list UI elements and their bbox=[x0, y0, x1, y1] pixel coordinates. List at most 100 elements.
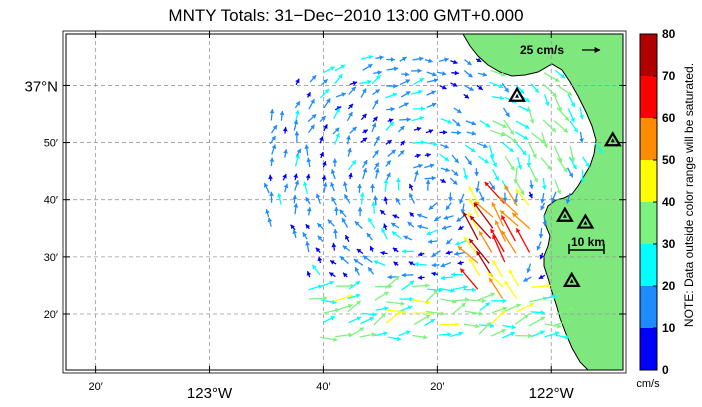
current-vector-head bbox=[269, 157, 275, 162]
current-vector-head bbox=[544, 101, 550, 106]
current-vector-head bbox=[355, 293, 361, 299]
current-vector-head bbox=[472, 287, 477, 293]
current-vector-head bbox=[484, 181, 490, 187]
current-vector-head bbox=[374, 168, 380, 173]
current-vector-head bbox=[373, 116, 378, 122]
current-vector-head bbox=[356, 316, 362, 321]
current-vector-head bbox=[374, 150, 379, 155]
current-vector-head bbox=[374, 162, 379, 168]
current-vector-head bbox=[473, 202, 479, 208]
current-vector-head bbox=[510, 331, 515, 337]
map-frame bbox=[65, 33, 624, 371]
current-vector-head bbox=[458, 225, 463, 230]
current-vector-head bbox=[330, 182, 335, 187]
current-vector-head bbox=[517, 165, 523, 170]
current-vector-head bbox=[470, 147, 476, 153]
current-vector-head bbox=[466, 60, 472, 65]
current-vector-head bbox=[490, 228, 495, 234]
current-vector-head bbox=[540, 316, 545, 321]
current-vector-head bbox=[546, 165, 552, 170]
current-vector-head bbox=[504, 280, 509, 286]
current-vector-head bbox=[512, 213, 517, 218]
current-vector-head bbox=[405, 91, 411, 96]
current-vector-head bbox=[565, 319, 571, 325]
current-vector-head bbox=[396, 336, 402, 342]
current-vector-head bbox=[419, 56, 424, 62]
current-vector-head bbox=[519, 89, 525, 94]
current-vector-head bbox=[416, 153, 421, 159]
current-vector-head bbox=[551, 197, 556, 203]
current-vector-head bbox=[526, 268, 531, 273]
land-polygon bbox=[462, 34, 623, 370]
current-vector-head bbox=[529, 119, 535, 124]
current-vector-head bbox=[269, 109, 275, 114]
current-vector-head bbox=[540, 139, 546, 144]
current-vector-head bbox=[445, 250, 451, 255]
current-vector bbox=[498, 196, 519, 216]
current-vector-head bbox=[366, 233, 372, 238]
current-vector-head bbox=[442, 225, 447, 230]
colorbar-tick-label: 70 bbox=[662, 69, 676, 83]
current-vector-head bbox=[362, 168, 368, 173]
colorbar-tick-label: 40 bbox=[662, 195, 676, 209]
current-vector-head bbox=[383, 331, 388, 336]
current-vector-head bbox=[272, 125, 277, 130]
current-vector-head bbox=[452, 82, 458, 87]
current-vector-head bbox=[306, 157, 312, 163]
current-vector-head bbox=[546, 283, 551, 289]
current-vector-head bbox=[447, 332, 452, 337]
current-vector-head bbox=[396, 197, 401, 203]
current-vector-head bbox=[269, 191, 274, 196]
current-vector-head bbox=[516, 228, 521, 233]
lat-tick-label: 20′ bbox=[44, 309, 58, 321]
colorbar: 0 10 20 30 40 50 60 70 80 bbox=[639, 27, 676, 377]
lon-tick-label: 20′ bbox=[430, 381, 444, 393]
current-vector-head bbox=[376, 75, 381, 80]
current-vector-head bbox=[383, 223, 388, 229]
current-vector-head bbox=[331, 242, 337, 248]
current-vector-head bbox=[418, 89, 423, 95]
current-vector-head bbox=[501, 72, 506, 77]
current-vector-head bbox=[409, 212, 415, 217]
current-vector bbox=[462, 211, 479, 241]
current-vector-head bbox=[440, 262, 446, 268]
current-vector-head bbox=[457, 246, 463, 251]
current-vector bbox=[469, 215, 492, 239]
lat-tick-label: 50′ bbox=[44, 138, 58, 150]
current-vector-head bbox=[450, 288, 455, 293]
current-vector-head bbox=[295, 78, 300, 84]
current-vector-head bbox=[362, 137, 368, 143]
current-vector-head bbox=[347, 147, 352, 153]
current-vector-head bbox=[409, 280, 415, 286]
current-vector-head bbox=[504, 87, 509, 93]
current-vector-head bbox=[392, 92, 398, 98]
current-vector-head bbox=[322, 182, 328, 187]
current-vector-head bbox=[470, 215, 475, 221]
current-vector-head bbox=[485, 302, 490, 307]
radar-site-dot bbox=[562, 213, 567, 218]
current-vector-head bbox=[487, 272, 493, 278]
current-vector-head bbox=[371, 122, 377, 128]
current-vector-head bbox=[409, 183, 414, 189]
current-vector-head bbox=[440, 311, 445, 316]
current-vector-head bbox=[475, 188, 480, 193]
current-vector-head bbox=[538, 234, 544, 239]
current-vector-head bbox=[459, 199, 464, 204]
current-vector-head bbox=[354, 267, 360, 272]
colorbar-tick-label: 50 bbox=[662, 153, 676, 167]
current-vector-head bbox=[564, 116, 570, 121]
current-vector-head bbox=[359, 192, 365, 197]
current-vector-head bbox=[501, 230, 506, 236]
current-vector-head bbox=[433, 78, 439, 83]
current-vector-head bbox=[393, 83, 398, 89]
current-vector-head bbox=[554, 331, 560, 336]
current-vector-head bbox=[282, 127, 288, 132]
current-vector-head bbox=[423, 334, 428, 340]
lat-tick-label: 37°N bbox=[24, 78, 58, 95]
current-vector-head bbox=[431, 175, 436, 181]
current-vector-head bbox=[444, 156, 449, 161]
current-vector-head bbox=[431, 252, 437, 257]
current-vector-head bbox=[454, 251, 459, 256]
current-vector-head bbox=[321, 175, 327, 180]
current-vector-head bbox=[502, 123, 507, 128]
